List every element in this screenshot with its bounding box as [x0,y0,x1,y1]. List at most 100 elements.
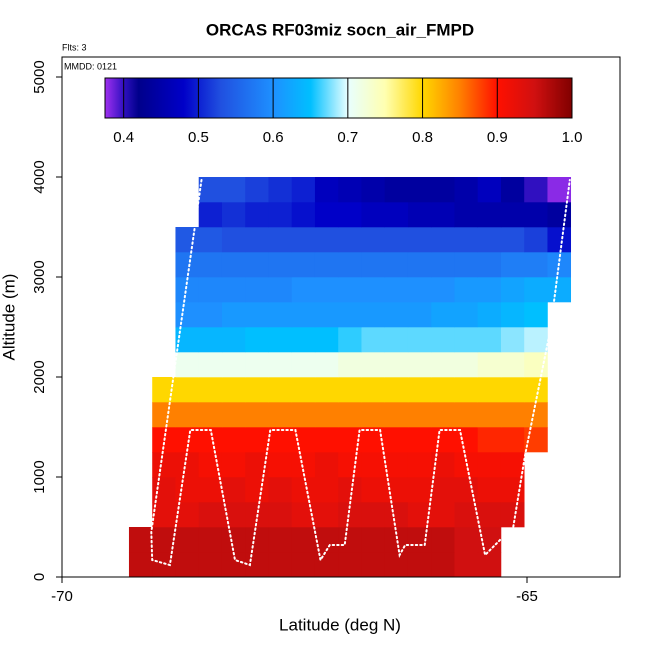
heat-cell [291,202,316,228]
heat-cell [268,227,293,253]
heat-cell [314,327,339,353]
heat-cell [384,177,409,203]
heat-cell [431,477,455,503]
heat-cell [500,177,525,203]
heat-cell [477,327,502,353]
heat-cell [384,327,409,353]
heat-cell [291,502,316,528]
heat-cell [500,352,525,378]
y-axis-label: Altitude (m) [0,274,18,361]
heat-cell [291,327,316,353]
heat-cell [338,177,362,203]
heat-cell [384,202,409,228]
heat-cell [291,302,316,328]
heat-cell [361,177,386,203]
heat-cell [175,427,200,453]
heat-cell [407,202,432,228]
heat-cell [268,552,293,578]
y-tick-label: 5000 [31,60,48,93]
heat-cell [477,502,502,528]
heat-cell [407,177,432,203]
heat-cell [407,302,432,328]
heat-cell [477,202,502,228]
heat-cell [245,227,269,253]
heat-cell [291,352,316,378]
heat-cell [291,452,316,478]
heat-cell [547,227,572,253]
heat-cell [500,452,525,478]
heat-cell [477,552,502,578]
heat-cell [291,477,316,503]
heat-cell [291,552,316,578]
heat-cell [338,202,362,228]
heat-cell [175,402,200,428]
heat-cell [221,177,246,203]
heat-cell [338,427,362,453]
heat-cell [291,402,316,428]
heat-cell [221,402,246,428]
heat-cell [384,402,409,428]
heat-cell [454,177,479,203]
heat-cell [268,477,293,503]
heat-cell [361,452,386,478]
heat-cell [198,452,223,478]
y-tick-label: 0 [31,573,48,581]
heat-cell [524,302,548,328]
heat-cell [314,377,339,403]
heat-cell [454,227,479,253]
heat-cell [314,477,339,503]
heat-cell [500,502,525,528]
heat-cell [454,502,479,528]
heat-cell [384,302,409,328]
heat-cell [221,452,246,478]
heat-cell [407,277,432,303]
heat-cell [221,352,246,378]
heat-cell [547,177,572,203]
heat-cell [384,427,409,453]
heat-cell [454,302,479,328]
heat-cell [477,527,502,553]
heat-cell [454,477,479,503]
heat-cell [431,227,455,253]
heat-cell [407,327,432,353]
heat-cell [268,202,293,228]
heat-cell [175,452,200,478]
heat-cell [245,477,269,503]
heat-cell [268,452,293,478]
heat-cell [291,177,316,203]
heat-cell [268,327,293,353]
heat-cell [407,552,432,578]
x-tick-label: -70 [51,588,73,605]
heat-cell [221,302,246,328]
heat-cell [431,177,455,203]
heat-cell [221,427,246,453]
heat-cell [454,202,479,228]
heat-cell [338,277,362,303]
heat-cell [477,477,502,503]
colorbar-tick-label: 1.0 [562,129,583,146]
heat-cell [524,402,548,428]
heat-cell [361,377,386,403]
heat-cell [524,427,548,453]
heat-cell [175,302,200,328]
heat-cell [384,277,409,303]
heat-cell [198,327,223,353]
heat-cell [338,227,362,253]
heat-cell [152,402,176,428]
heat-cell [361,352,386,378]
heat-cell [268,352,293,378]
heat-cell [384,552,409,578]
heat-cell [384,252,409,278]
heat-cell [245,177,269,203]
heat-cell [500,402,525,428]
colorbar-tick-label: 0.5 [188,129,209,146]
heat-cell [268,277,293,303]
heat-cell [431,302,455,328]
heat-cell [128,527,153,553]
heat-cell [245,302,269,328]
x-axis-label: Latitude (deg N) [279,615,401,634]
heat-cell [384,352,409,378]
heat-cell [431,502,455,528]
heat-cell [291,377,316,403]
heat-cell [198,527,223,553]
